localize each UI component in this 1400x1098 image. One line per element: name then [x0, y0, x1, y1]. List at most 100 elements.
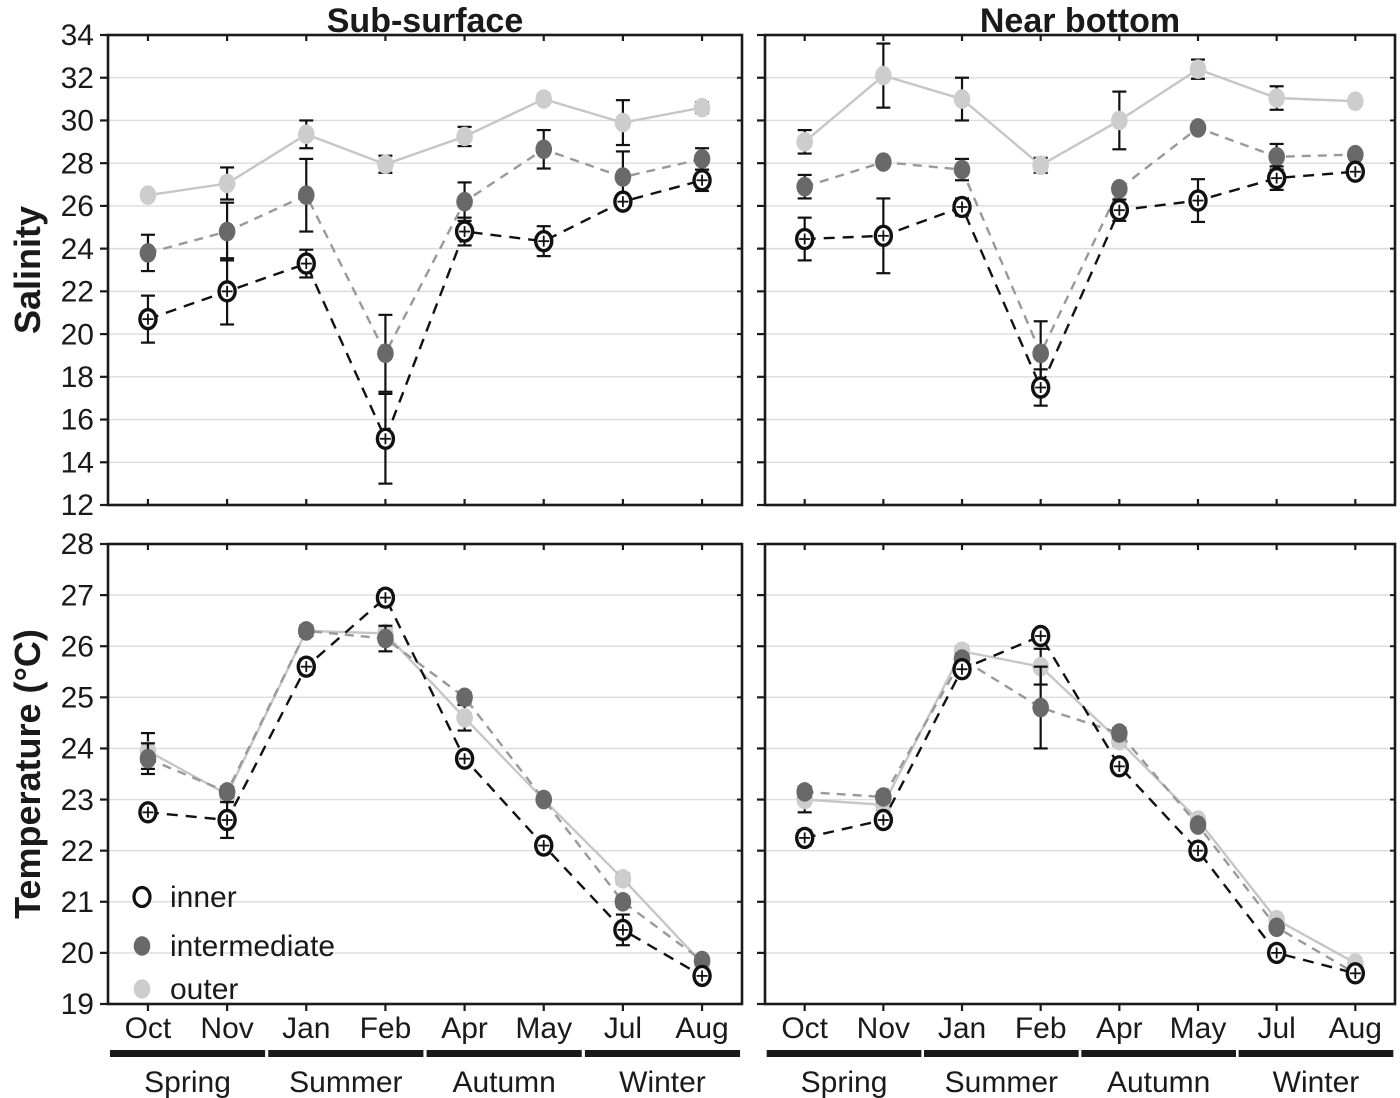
month-labels: Oct Nov Jan Feb Apr May Jul Aug: [125, 1012, 729, 1045]
data-point-outer: [456, 126, 473, 147]
y-tick-label: 24: [61, 233, 94, 266]
gridlines: [765, 594, 1395, 954]
data-point-intermediate: [875, 787, 892, 807]
month-label: Nov: [857, 1012, 910, 1045]
data-point-intermediate: [377, 343, 394, 364]
season-groups: Spring Summer Autumn Winter: [766, 1050, 1394, 1098]
data-point-intermediate: [614, 167, 632, 187]
series-outer: [139, 89, 711, 206]
data-point-outer: [139, 185, 157, 206]
data-point-outer: [614, 868, 632, 889]
data-point-intermediate: [218, 782, 236, 802]
month-label: Aug: [1329, 1012, 1382, 1045]
month-label: May: [1170, 1012, 1227, 1045]
y-tick-label: 22: [61, 835, 94, 868]
season-underline: [924, 1050, 1079, 1057]
gridlines: [765, 77, 1395, 463]
season-label: Spring: [801, 1066, 888, 1098]
y-tick-label: 25: [61, 682, 94, 715]
data-point-outer: [1111, 110, 1128, 131]
data-point-intermediate: [377, 628, 394, 649]
y-tick-label: 27: [61, 579, 94, 612]
data-point-outer: [218, 173, 236, 194]
season-groups: Spring Summer Autumn Winter: [109, 1050, 741, 1098]
legend-marker-intermediate: [133, 936, 151, 956]
legend: inner intermediate outer: [132, 881, 335, 1006]
gridlines: [108, 594, 742, 954]
data-point-outer: [1347, 91, 1364, 112]
data-point-outer: [693, 97, 711, 118]
data-point-intermediate: [1347, 144, 1364, 165]
month-label: Apr: [441, 1012, 488, 1045]
y-tick-label: 12: [61, 489, 94, 522]
y-tick-label: 14: [61, 446, 94, 479]
series-inner: [138, 168, 712, 485]
y-tick-label: 21: [61, 886, 94, 919]
month-label: Apr: [1096, 1012, 1143, 1045]
season-label: Autumn: [1107, 1066, 1210, 1098]
season-label: Winter: [619, 1066, 706, 1098]
data-point-outer: [796, 132, 813, 152]
season-label: Spring: [144, 1066, 231, 1098]
data-point-intermediate: [796, 176, 813, 197]
legend-marker-inner: [132, 885, 152, 909]
y-tick-label: 18: [61, 361, 94, 394]
month-label: Feb: [360, 1012, 412, 1045]
data-point-intermediate: [693, 950, 711, 971]
month-label: Jul: [604, 1012, 642, 1045]
month-label: Oct: [125, 1012, 172, 1045]
series-inner: [138, 586, 712, 988]
series-line-intermediate: [147, 629, 703, 962]
data-point-intermediate: [953, 159, 971, 180]
season-label: Summer: [289, 1066, 402, 1098]
season-label: Autumn: [452, 1066, 555, 1098]
data-point-intermediate: [1111, 179, 1128, 199]
data-point-intermediate: [1189, 815, 1207, 835]
panel-border: [763, 542, 1397, 1006]
series-line-outer: [804, 649, 1356, 965]
y-tick-label: 24: [61, 733, 94, 766]
temperature-sub-surface-panel: 19 20 21 22 23 24 25 26 27 28 Oct Nov Jan Feb Apr May Ju…: [61, 528, 744, 1098]
data-point-intermediate: [1032, 343, 1049, 364]
series-line-inner: [804, 634, 1356, 975]
y-tick-label: 28: [61, 528, 94, 561]
y-tick-label: 26: [61, 190, 94, 223]
series-outer: [796, 42, 1364, 176]
y-tick-label: 26: [61, 630, 94, 663]
y-tick-label: 32: [61, 62, 94, 95]
y-tick-label: 30: [61, 105, 94, 138]
data-point-intermediate: [1268, 917, 1285, 938]
data-point-intermediate: [796, 782, 813, 802]
data-point-outer: [377, 154, 394, 175]
series-line-outer: [147, 97, 703, 197]
series-line-outer: [803, 67, 1356, 167]
data-point-outer: [535, 89, 553, 109]
y-tick-label: 16: [61, 404, 94, 437]
y-tick-label: 34: [61, 19, 94, 52]
y-tick-labels: 12 14 16 18 20 22 24 26 28 30 32 34: [61, 19, 94, 522]
series-line-inner: [804, 170, 1356, 391]
series-line-intermediate: [147, 147, 703, 356]
season-underline: [1238, 1050, 1394, 1057]
month-label: May: [515, 1012, 572, 1045]
season-label: Winter: [1273, 1066, 1360, 1098]
legend-label-intermediate: intermediate: [170, 930, 335, 963]
panel-border: [763, 33, 1397, 507]
data-point-outer: [953, 89, 971, 109]
season-underline: [1081, 1050, 1236, 1057]
month-label: Jul: [1257, 1012, 1295, 1045]
month-label: Nov: [200, 1012, 253, 1045]
season-underline: [584, 1050, 741, 1057]
salinity-sub-surface-panel: 12 14 16 18 20 22 24 26 28 30 32 34: [61, 19, 744, 522]
data-point-intermediate: [1111, 723, 1128, 743]
data-point-intermediate: [875, 152, 892, 172]
series-intermediate: [796, 649, 1364, 984]
month-label: Feb: [1015, 1012, 1067, 1045]
panel-border: [106, 542, 744, 1006]
series-inner: [794, 160, 1366, 407]
season-underline: [426, 1050, 582, 1057]
season-label: Summer: [945, 1066, 1058, 1098]
series-line-inner: [147, 595, 703, 977]
data-point-intermediate: [535, 139, 553, 160]
